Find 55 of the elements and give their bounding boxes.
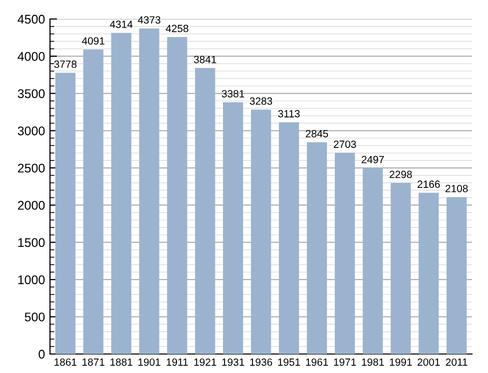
bar <box>418 192 439 354</box>
y-tick-label: 4500 <box>18 14 45 24</box>
bar <box>222 102 244 354</box>
x-tick-label: 1981 <box>362 358 384 366</box>
bar <box>55 72 76 354</box>
bar <box>306 142 327 354</box>
x-tick-label: 1921 <box>194 358 216 366</box>
bar <box>139 28 160 354</box>
x-tick-label: 1961 <box>306 358 328 366</box>
bar <box>278 122 300 354</box>
x-tick-label: 1881 <box>110 358 132 366</box>
bar <box>446 197 467 354</box>
y-tick-label: 3000 <box>18 126 45 136</box>
y-tick-label: 0 <box>38 350 45 359</box>
y-tick-label: 2000 <box>18 200 45 210</box>
y-tick-label: 1000 <box>18 275 45 284</box>
y-tick-label: 4000 <box>18 52 45 61</box>
data-label: 4258 <box>166 24 188 32</box>
data-label: 2166 <box>418 180 440 188</box>
bar <box>111 32 132 354</box>
x-tick-label: 1901 <box>138 358 160 366</box>
x-tick-label: 1861 <box>54 358 76 366</box>
data-label: 4373 <box>138 16 160 24</box>
y-tick-label: 3500 <box>18 89 45 98</box>
bar <box>167 37 188 354</box>
data-label: 2108 <box>446 184 468 192</box>
x-tick-label: 1991 <box>390 358 412 366</box>
data-label: 3283 <box>250 97 272 105</box>
y-tick-label: 500 <box>24 312 45 322</box>
data-label: 3381 <box>222 90 244 98</box>
x-tick-label: 1871 <box>82 358 104 366</box>
data-label: 3841 <box>194 56 216 64</box>
bar <box>390 182 411 354</box>
x-tick-label: 1936 <box>250 358 272 366</box>
x-tick-label: 1931 <box>222 358 244 366</box>
data-label: 2497 <box>362 156 384 164</box>
data-label: 3778 <box>54 60 77 68</box>
x-tick-label: 2011 <box>446 358 468 366</box>
x-tick-label: 1951 <box>278 358 300 366</box>
bar <box>195 68 216 354</box>
data-label: 2298 <box>390 170 412 178</box>
y-tick-label: 1500 <box>18 238 45 247</box>
data-label: 2703 <box>334 140 356 148</box>
x-tick-label: 2001 <box>418 358 440 366</box>
bar <box>362 168 383 354</box>
x-tick-label: 1971 <box>334 358 356 366</box>
bar <box>334 152 355 354</box>
data-label: 4314 <box>110 20 133 28</box>
data-label: 3113 <box>278 110 300 118</box>
y-tick-label: 2500 <box>18 164 45 173</box>
bar <box>250 110 272 354</box>
x-tick-label: 1911 <box>166 358 188 366</box>
data-label: 2845 <box>306 130 328 138</box>
data-label: 4091 <box>82 37 104 45</box>
bar <box>83 49 104 354</box>
